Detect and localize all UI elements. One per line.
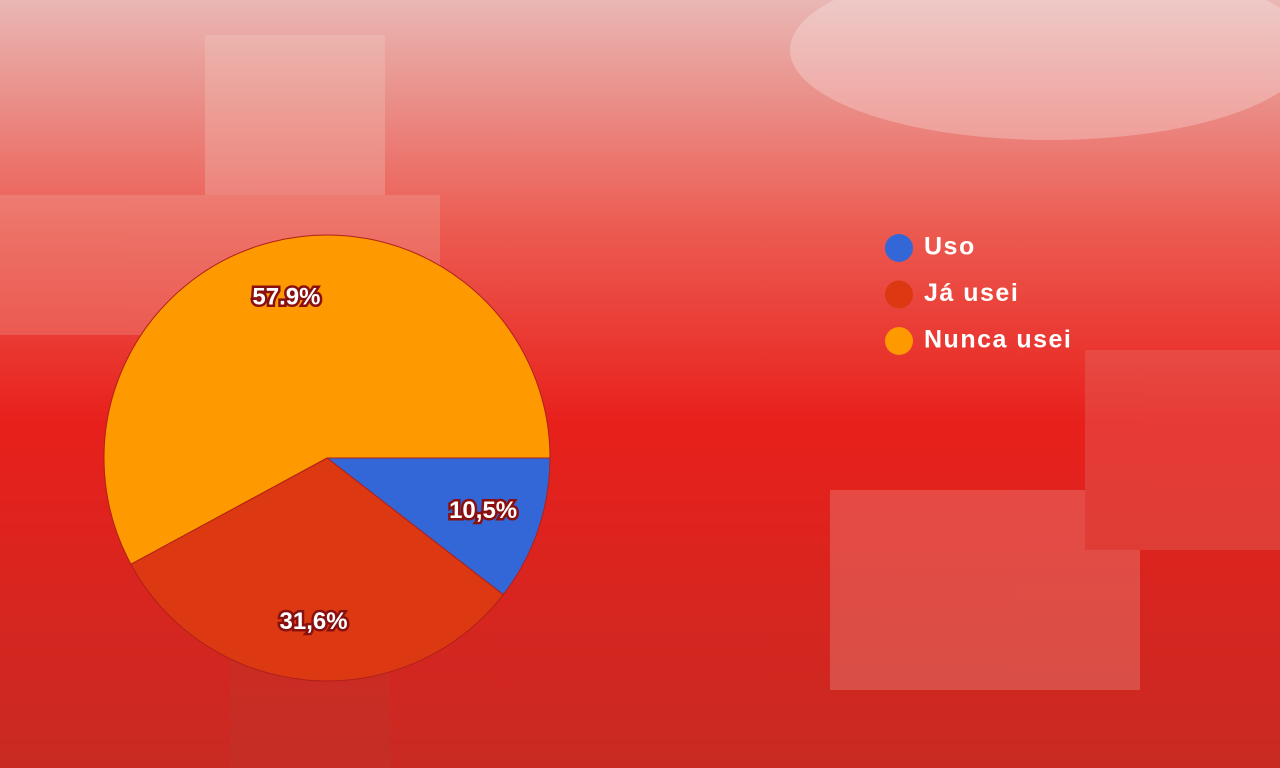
pie-slice [325,457,551,596]
data-label: 31,6% [280,608,348,635]
legend-label[interactable]: Nunca usei [924,326,1072,354]
legend-marker [885,280,913,309]
pie: 10,5% 31,6% 57.9% [103,234,551,682]
legend-marker [885,327,913,355]
data-label: 57.9% [252,283,320,310]
pie-slice [130,457,504,682]
legend-marker [885,234,913,262]
legend: Uso Já usei Nunca usei [885,233,1072,355]
legend-label[interactable]: Uso [924,233,976,261]
data-label: 10,5% [449,497,517,524]
legend-label[interactable]: Já usei [924,279,1019,307]
pie-slice [103,234,551,565]
